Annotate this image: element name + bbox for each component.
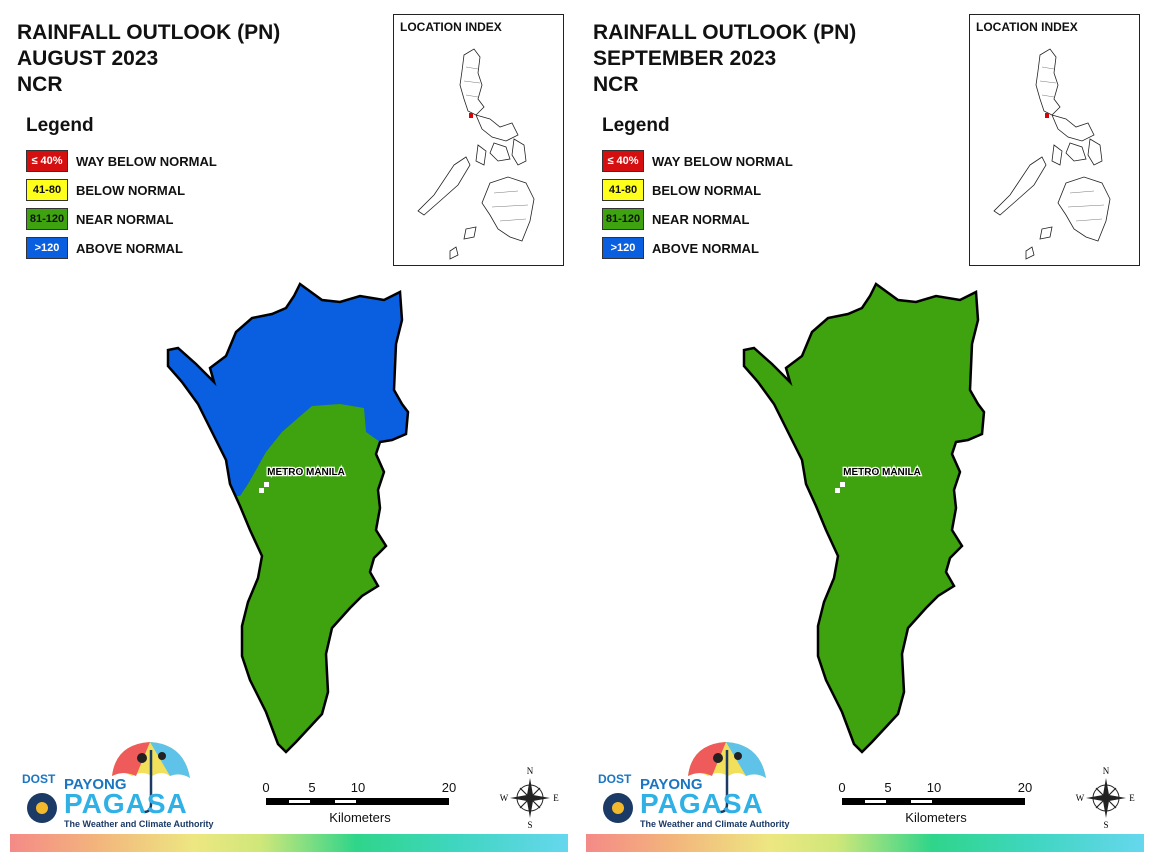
title-line-1: RAINFALL OUTLOOK (PN) [593,21,857,44]
legend-item-near-normal: 81-120 NEAR NORMAL [602,205,822,233]
ncr-boundary [166,282,410,754]
legend-item-way-below-normal: ≤ 40% WAY BELOW NORMAL [602,147,822,175]
legend-swatch: 81-120 [26,208,68,230]
scale-tick: 5 [308,780,316,795]
scale-tick: 10 [926,780,942,795]
scale-bar-graphic [842,798,1025,805]
compass-s: S [527,820,532,830]
location-index-inset: LOCATION INDEX [969,14,1140,266]
inset-title: LOCATION INDEX [400,20,502,34]
legend-item-below-normal: 41-80 BELOW NORMAL [602,176,822,204]
location-index-inset: LOCATION INDEX [393,14,564,266]
compass-e: E [1129,793,1135,803]
logo-tagline: The Weather and Climate Authority [64,819,214,829]
legend-label: WAY BELOW NORMAL [76,153,217,169]
philippines-outline-icon [417,48,535,260]
legend: Legend ≤ 40% WAY BELOW NORMAL 41-80 BELO… [26,115,246,263]
pagasa-logo: DOST PAYONG PAGASA The Weather and Clima… [16,740,214,832]
umbrella-icon [27,742,190,823]
compass-s: S [1103,820,1108,830]
logo-tagline: The Weather and Climate Authority [640,819,790,829]
region-near-normal [742,282,986,754]
scale-units: Kilometers [905,810,967,825]
compass-graphic: N S E W [500,766,560,830]
legend-swatch: 81-120 [602,208,644,230]
compass-n: N [1103,766,1110,776]
title-line-3: NCR [593,73,639,96]
island-marker [259,488,264,493]
scale-tick: 20 [441,780,457,795]
ncr-map: METRO MANILA [166,282,410,754]
compass-e: E [553,793,559,803]
scale-bar-graphic [266,798,449,805]
logo-payong: PAYONG [640,776,703,793]
map-label: METRO MANILA [267,467,345,478]
logo-pagasa: PAGASA [64,788,188,819]
scale-bar: 0 5 10 20 Kilometers [836,776,1036,832]
legend-item-above-normal: >120 ABOVE NORMAL [26,234,246,262]
scale-tick: 5 [884,780,892,795]
panel-august: RAINFALL OUTLOOK (PN) AUGUST 2023 NCR Le… [10,14,568,852]
legend-label: WAY BELOW NORMAL [652,153,793,169]
legend-swatch: >120 [602,237,644,259]
title-line-1: RAINFALL OUTLOOK (PN) [17,21,281,44]
logo-pagasa: PAGASA [640,788,764,819]
compass-rose-icon: N S E W [498,764,562,830]
legend-swatch: ≤ 40% [26,150,68,172]
island-marker [264,482,269,487]
scale-tick: 0 [262,780,270,795]
legend-heading: Legend [602,115,670,136]
legend-heading: Legend [26,115,94,136]
legend-swatch: ≤ 40% [602,150,644,172]
legend-item-below-normal: 41-80 BELOW NORMAL [26,176,246,204]
legend-item-way-below-normal: ≤ 40% WAY BELOW NORMAL [26,147,246,175]
umbrella-icon [603,742,766,823]
compass-rose-icon: N S E W [1074,764,1138,830]
legend-label: ABOVE NORMAL [652,240,759,256]
inset-title: LOCATION INDEX [976,20,1078,34]
logo-dost: DOST [22,772,56,786]
scale-units: Kilometers [329,810,391,825]
scale-tick: 10 [350,780,366,795]
legend-label: ABOVE NORMAL [76,240,183,256]
panel-september: RAINFALL OUTLOOK (PN) SEPTEMBER 2023 NCR… [576,0,1152,864]
scale-bar: 0 5 10 20 Kilometers [260,776,460,832]
compass-graphic: N S E W [1076,766,1136,830]
legend-swatch: >120 [26,237,68,259]
color-band [10,834,568,852]
island-marker [835,488,840,493]
compass-n: N [527,766,534,776]
logo-payong: PAYONG [64,776,127,793]
color-band [586,834,1144,852]
map-title: RAINFALL OUTLOOK (PN) AUGUST 2023 NCR [17,20,280,98]
compass-w: W [500,793,509,803]
legend-swatch: 41-80 [602,179,644,201]
island-marker [840,482,845,487]
ncr-map: METRO MANILA [742,282,986,754]
scale-tick: 0 [838,780,846,795]
map-label: METRO MANILA [843,467,921,478]
title-line-2: AUGUST 2023 [17,47,159,70]
legend-item-above-normal: >120 ABOVE NORMAL [602,234,822,262]
philippines-outline-icon [993,48,1111,260]
legend-label: BELOW NORMAL [652,182,762,198]
pagasa-logo: DOST PAYONG PAGASA The Weather and Clima… [592,740,790,832]
legend-item-near-normal: 81-120 NEAR NORMAL [26,205,246,233]
legend-label: NEAR NORMAL [76,211,174,227]
legend: Legend ≤ 40% WAY BELOW NORMAL 41-80 BELO… [602,115,822,263]
scale-tick: 20 [1017,780,1033,795]
logo-dost: DOST [598,772,632,786]
title-line-2: SEPTEMBER 2023 [593,47,777,70]
title-line-3: NCR [17,73,63,96]
map-title: RAINFALL OUTLOOK (PN) SEPTEMBER 2023 NCR [593,20,856,98]
legend-label: NEAR NORMAL [652,211,750,227]
legend-label: BELOW NORMAL [76,182,186,198]
ncr-marker-icon [1045,113,1049,118]
ncr-marker-icon [469,113,473,118]
legend-swatch: 41-80 [26,179,68,201]
compass-w: W [1076,793,1085,803]
